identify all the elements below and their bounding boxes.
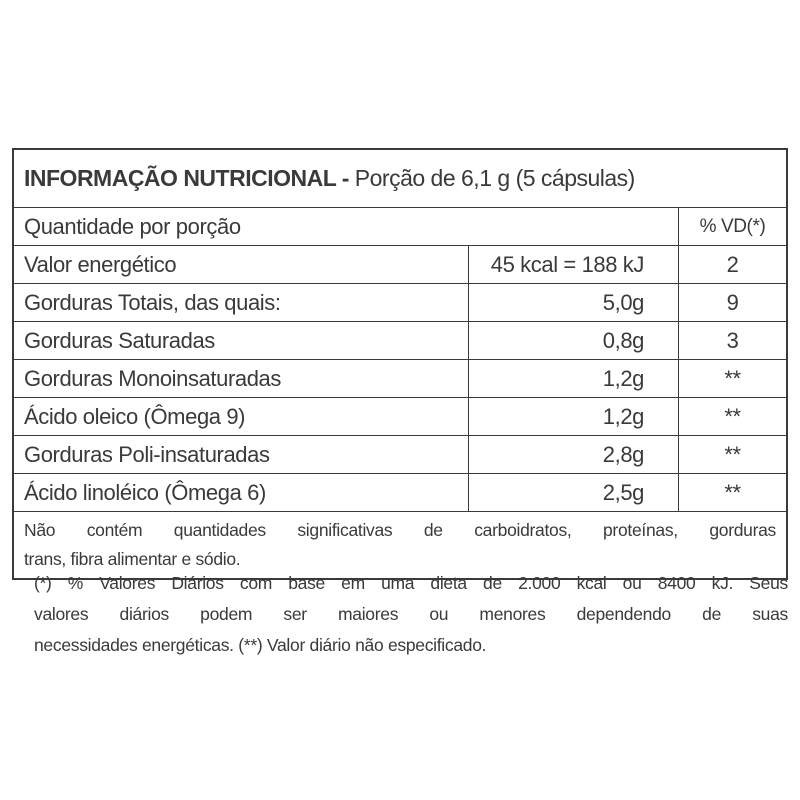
table-row: Ácido linoléico (Ômega 6) 2,5g ** [14, 473, 786, 511]
nutrient-vd: ** [724, 365, 741, 391]
title-bold: INFORMAÇÃO NUTRICIONAL - [24, 165, 349, 191]
note-line: Não contém quantidades significativas de… [24, 520, 776, 540]
nutrient-amount: 45 kcal = 188 kJ [469, 246, 679, 283]
nutrient-vd: 2 [726, 251, 739, 277]
nutrient-vd: ** [724, 441, 741, 467]
table-title: INFORMAÇÃO NUTRICIONAL - Porção de 6,1 g… [14, 150, 635, 207]
note-line: trans, fibra alimentar e sódio. [24, 549, 241, 569]
nutrient-name: Gorduras Saturadas [14, 322, 469, 359]
table-note: Não contém quantidades significativas de… [14, 511, 786, 578]
table-row: Gorduras Monoinsaturadas 1,2g ** [14, 359, 786, 397]
nutrient-name: Ácido linoléico (Ômega 6) [14, 474, 469, 511]
table-row: Gorduras Totais, das quais: 5,0g 9 [14, 283, 786, 321]
nutrient-amount: 2,8g [469, 436, 679, 473]
nutrient-name: Valor energético [14, 246, 469, 283]
table-row: Gorduras Poli-insaturadas 2,8g ** [14, 435, 786, 473]
vd-header: % VD(*) [699, 215, 766, 237]
nutrient-name: Gorduras Monoinsaturadas [14, 360, 469, 397]
nutrient-name: Ácido oleico (Ômega 9) [14, 398, 469, 435]
nutrient-name: Gorduras Totais, das quais: [14, 284, 469, 321]
footnote-line: valores diários podem ser maiores ou men… [34, 604, 788, 624]
nutrient-amount: 2,5g [469, 474, 679, 511]
nutrient-amount: 1,2g [469, 398, 679, 435]
table-title-row: INFORMAÇÃO NUTRICIONAL - Porção de 6,1 g… [14, 150, 786, 207]
nutrient-vd: ** [724, 479, 741, 505]
nutrition-facts-table: INFORMAÇÃO NUTRICIONAL - Porção de 6,1 g… [12, 148, 788, 580]
nutrient-name: Gorduras Poli-insaturadas [14, 436, 469, 473]
nutrient-amount: 0,8g [469, 322, 679, 359]
title-serving: Porção de 6,1 g (5 cápsulas) [348, 165, 635, 191]
table-row: Ácido oleico (Ômega 9) 1,2g ** [14, 397, 786, 435]
nutrient-vd: 9 [726, 289, 739, 315]
quantity-header: Quantidade por porção [14, 208, 679, 245]
footnote: (*) % Valores Diários com base em uma di… [34, 568, 788, 661]
nutrient-vd: ** [724, 403, 741, 429]
nutrient-amount: 5,0g [469, 284, 679, 321]
header-row: Quantidade por porção % VD(*) [14, 207, 786, 245]
footnote-line: necessidades energéticas. (**) Valor diá… [34, 635, 487, 655]
table-row: Gorduras Saturadas 0,8g 3 [14, 321, 786, 359]
table-row: Valor energético 45 kcal = 188 kJ 2 [14, 245, 786, 283]
nutrient-amount: 1,2g [469, 360, 679, 397]
footnote-line: (*) % Valores Diários com base em uma di… [34, 573, 788, 593]
nutrient-vd: 3 [726, 327, 739, 353]
